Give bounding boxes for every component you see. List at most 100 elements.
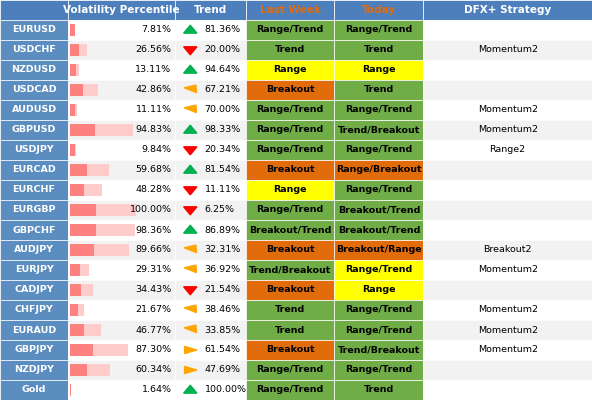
Text: Momentum2: Momentum2 [478, 306, 538, 314]
Text: Momentum2: Momentum2 [478, 266, 538, 274]
Bar [246, 220, 334, 240]
Text: Momentum2: Momentum2 [478, 46, 538, 54]
Text: 21.54%: 21.54% [204, 286, 240, 294]
Bar [423, 180, 592, 200]
Polygon shape [184, 207, 197, 215]
Bar [70, 24, 75, 36]
Text: AUDUSD: AUDUSD [11, 106, 57, 114]
Bar [334, 280, 423, 300]
Polygon shape [184, 245, 197, 252]
Text: Range/Trend: Range/Trend [256, 386, 324, 394]
Text: Range/Trend: Range/Trend [345, 186, 413, 194]
Text: 94.83%: 94.83% [136, 126, 172, 134]
Bar [70, 244, 94, 256]
Text: Breakout/Range: Breakout/Range [336, 246, 422, 254]
Bar [68, 320, 175, 340]
Bar [0, 320, 68, 340]
Bar [246, 0, 334, 20]
Bar [70, 104, 75, 116]
Text: Breakout/Trend: Breakout/Trend [337, 206, 420, 214]
Text: NZDUSD: NZDUSD [11, 66, 57, 74]
Text: USDJPY: USDJPY [14, 146, 54, 154]
Text: EURCHF: EURCHF [12, 186, 56, 194]
Text: Range/Trend: Range/Trend [256, 126, 324, 134]
Text: Breakout: Breakout [266, 346, 314, 354]
Polygon shape [184, 165, 197, 173]
Text: 32.31%: 32.31% [204, 246, 241, 254]
Bar [0, 360, 68, 380]
Bar [70, 164, 86, 176]
Text: 100.00%: 100.00% [204, 386, 246, 394]
Bar [246, 120, 334, 140]
Polygon shape [184, 225, 197, 233]
Text: Breakout/Trend: Breakout/Trend [337, 226, 420, 234]
Text: Trend/Breakout: Trend/Breakout [337, 126, 420, 134]
Text: Last Week: Last Week [260, 5, 320, 15]
Polygon shape [184, 65, 197, 73]
Text: Range/Trend: Range/Trend [256, 106, 324, 114]
Text: 48.28%: 48.28% [136, 186, 172, 194]
Bar [68, 160, 175, 180]
Text: EURGBP: EURGBP [12, 206, 56, 214]
Bar [246, 380, 334, 400]
Text: Range/Trend: Range/Trend [256, 146, 324, 154]
Text: 94.64%: 94.64% [204, 66, 240, 74]
Text: 7.81%: 7.81% [141, 26, 172, 34]
Text: Range/Trend: Range/Trend [345, 26, 413, 34]
Text: USDCAD: USDCAD [12, 86, 56, 94]
Text: Momentum2: Momentum2 [478, 346, 538, 354]
Bar [423, 100, 592, 120]
Polygon shape [184, 85, 197, 92]
Text: Range/Trend: Range/Trend [345, 146, 413, 154]
Bar [70, 44, 88, 56]
Bar [68, 280, 175, 300]
Bar [175, 0, 246, 20]
Text: Breakout: Breakout [266, 86, 314, 94]
Bar [0, 220, 68, 240]
Bar [0, 60, 68, 80]
Text: 60.34%: 60.34% [136, 366, 172, 374]
Bar [334, 200, 423, 220]
Bar [246, 280, 334, 300]
Bar [0, 180, 68, 200]
Text: 81.54%: 81.54% [204, 166, 240, 174]
Text: Trend: Trend [275, 46, 305, 54]
Bar [0, 240, 68, 260]
Bar [70, 44, 79, 56]
Bar [70, 124, 133, 136]
Bar [423, 40, 592, 60]
Text: 81.36%: 81.36% [204, 26, 240, 34]
Polygon shape [184, 125, 197, 133]
Text: 46.77%: 46.77% [136, 326, 172, 334]
Text: Range/Trend: Range/Trend [345, 306, 413, 314]
Bar [68, 100, 175, 120]
Bar [246, 340, 334, 360]
Bar [334, 40, 423, 60]
Bar [246, 360, 334, 380]
Bar [175, 40, 246, 60]
Bar [70, 364, 87, 376]
Text: 34.43%: 34.43% [135, 286, 172, 294]
Bar [175, 360, 246, 380]
Text: EURAUD: EURAUD [12, 326, 56, 334]
Text: Volatility Percentile: Volatility Percentile [63, 5, 180, 15]
Bar [70, 324, 101, 336]
Bar [423, 340, 592, 360]
Bar [423, 320, 592, 340]
Text: 61.54%: 61.54% [204, 346, 240, 354]
Bar [70, 224, 135, 236]
Text: EURCAD: EURCAD [12, 166, 56, 174]
Bar [0, 40, 68, 60]
Bar [70, 304, 84, 316]
Bar [246, 140, 334, 160]
Bar [70, 124, 95, 136]
Text: Range/Trend: Range/Trend [256, 206, 324, 214]
Bar [334, 20, 423, 40]
Text: 6.25%: 6.25% [204, 206, 234, 214]
Bar [68, 80, 175, 100]
Bar [246, 40, 334, 60]
Text: Breakout2: Breakout2 [484, 246, 532, 254]
Bar [70, 244, 129, 256]
Text: Breakout: Breakout [266, 286, 314, 294]
Text: Range: Range [274, 186, 307, 194]
